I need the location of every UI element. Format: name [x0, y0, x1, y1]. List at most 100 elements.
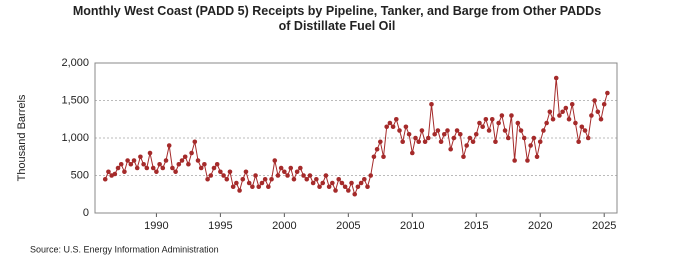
point	[250, 184, 255, 190]
point	[106, 169, 111, 175]
point	[368, 173, 374, 178]
point	[557, 113, 562, 118]
point	[208, 173, 214, 178]
point	[582, 128, 588, 133]
point	[576, 139, 581, 145]
point	[454, 128, 460, 133]
point	[237, 188, 242, 193]
point	[416, 139, 421, 145]
point	[365, 184, 370, 190]
point	[122, 169, 127, 175]
point	[355, 184, 361, 190]
point	[470, 139, 476, 145]
point	[537, 139, 543, 145]
point	[154, 169, 159, 175]
point	[304, 176, 310, 182]
x-tick-label: 2000	[272, 220, 296, 232]
point	[381, 154, 386, 160]
point	[182, 154, 188, 160]
point	[480, 124, 485, 130]
point	[550, 116, 556, 122]
point	[128, 161, 134, 167]
x-tick-label: 2020	[528, 220, 552, 232]
point	[394, 116, 399, 122]
point	[585, 135, 591, 141]
point	[314, 176, 319, 182]
point	[525, 158, 530, 163]
point	[592, 98, 597, 103]
point	[496, 120, 501, 126]
point	[409, 150, 415, 156]
point	[294, 169, 300, 175]
series-line	[104, 77, 608, 196]
point	[521, 135, 527, 141]
point	[403, 124, 409, 130]
point	[589, 113, 594, 118]
point	[269, 176, 274, 182]
plot-border	[94, 62, 618, 214]
point	[179, 158, 185, 163]
point	[333, 188, 338, 193]
point	[400, 139, 405, 145]
y-axis-label: Thousand Barrels	[16, 94, 28, 181]
point	[371, 154, 377, 160]
point	[150, 165, 156, 171]
point	[499, 113, 505, 118]
point	[221, 173, 226, 178]
point	[486, 128, 492, 133]
point	[253, 173, 258, 178]
point	[566, 116, 572, 122]
point	[288, 165, 294, 171]
point	[112, 171, 118, 177]
point	[160, 165, 166, 171]
x-tick-label: 2025	[592, 220, 616, 232]
point	[438, 139, 444, 145]
point	[425, 135, 431, 141]
point	[298, 165, 303, 171]
point	[115, 165, 121, 171]
point	[483, 116, 489, 122]
point	[384, 124, 390, 130]
x-tick-label: 1990	[144, 220, 168, 232]
point	[147, 150, 153, 156]
point	[131, 158, 137, 163]
point	[170, 165, 175, 171]
y-tick-label: 2,000	[61, 57, 89, 69]
point	[163, 158, 169, 163]
point	[205, 176, 210, 182]
point	[141, 161, 146, 167]
point	[477, 120, 482, 126]
point	[467, 135, 473, 141]
point	[429, 101, 434, 107]
point	[553, 75, 559, 81]
point	[243, 169, 249, 175]
point	[346, 188, 351, 193]
point	[512, 158, 517, 163]
point	[390, 124, 396, 130]
point	[310, 180, 316, 186]
point	[301, 173, 306, 178]
x-tick-label: 2010	[400, 220, 424, 232]
point	[509, 113, 514, 118]
point	[198, 165, 204, 171]
point	[342, 184, 348, 190]
point	[189, 150, 194, 156]
point	[464, 143, 469, 148]
point	[134, 165, 140, 171]
point	[387, 120, 393, 126]
point	[317, 184, 322, 190]
point	[118, 161, 124, 167]
point	[352, 191, 358, 197]
point	[531, 135, 537, 141]
point	[489, 116, 495, 122]
y-tick-label: 1,500	[61, 94, 89, 106]
point	[435, 128, 441, 133]
point	[502, 128, 508, 133]
point	[601, 101, 607, 107]
point	[528, 143, 533, 148]
point	[125, 158, 130, 163]
point	[323, 173, 329, 178]
point	[211, 165, 217, 171]
point	[230, 184, 236, 190]
